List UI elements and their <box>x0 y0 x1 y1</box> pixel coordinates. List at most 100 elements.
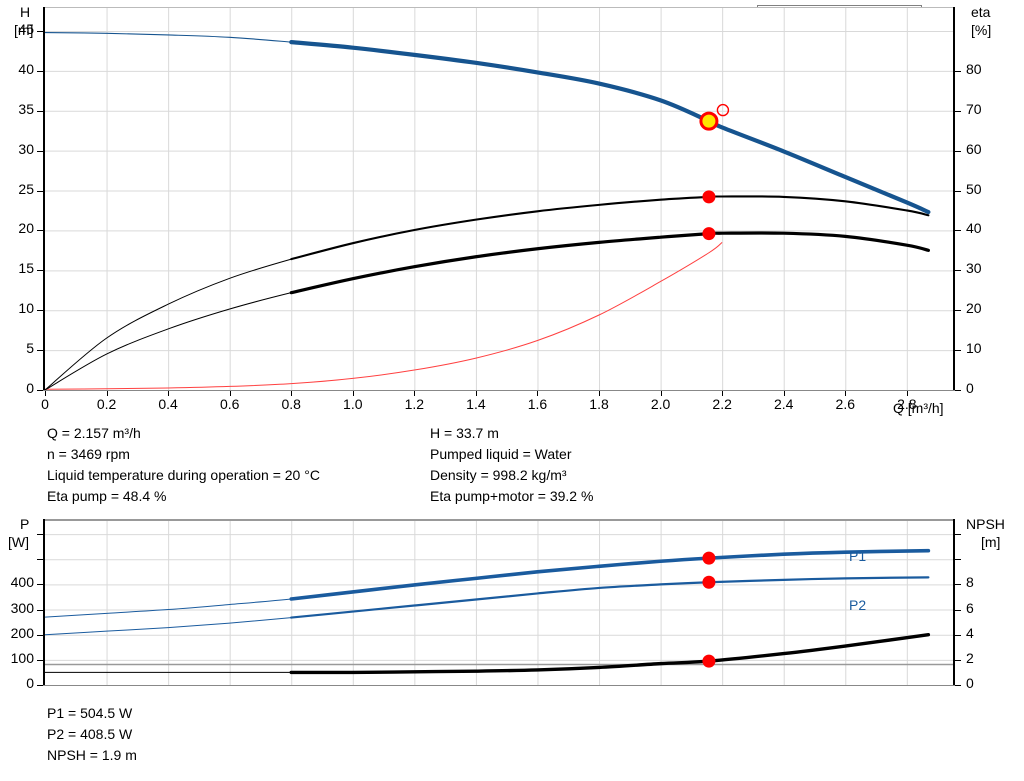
p2-curve-label: P2 <box>849 597 867 613</box>
info-p1: P1 = 504.5 W <box>47 705 133 721</box>
tick-label: 6 <box>966 599 974 616</box>
axis-tick <box>955 110 961 112</box>
top-y2-axis-unit: [%] <box>971 22 992 38</box>
axis-tick <box>37 310 43 312</box>
axis-tick <box>955 685 961 686</box>
info-h: H = 33.7 m <box>430 425 499 441</box>
axis-tick <box>37 534 43 536</box>
tick-label: 1.2 <box>404 396 425 412</box>
axis-tick <box>845 391 847 396</box>
bottom-right-spine <box>953 519 955 686</box>
tick-label: 4 <box>966 624 974 641</box>
axis-tick <box>955 659 961 661</box>
tick-label: 0 <box>26 380 34 396</box>
axis-tick <box>37 634 43 636</box>
tick-label: 1.8 <box>589 396 609 412</box>
tick-label: 2 <box>966 649 974 666</box>
eta-pump-motor-operating-dot <box>702 227 716 241</box>
eta-pump-operating-dot <box>702 190 716 204</box>
tick-label: 40 <box>18 60 34 77</box>
axis-tick <box>37 190 43 192</box>
top-left-spine <box>43 7 45 391</box>
axis-tick <box>106 391 108 396</box>
axis-tick <box>37 559 43 561</box>
eta-pump-curve <box>290 195 930 261</box>
eta-pump-motor-curve <box>289 231 930 295</box>
tick-label: 30 <box>966 260 982 277</box>
axis-tick <box>783 391 785 396</box>
tick-label: 0.6 <box>219 396 240 412</box>
info-eta-pump-motor: Eta pump+motor = 39.2 % <box>430 488 594 504</box>
axis-tick <box>955 310 961 312</box>
tick-label: 2.4 <box>773 396 794 412</box>
axis-tick <box>955 559 961 561</box>
axis-tick <box>168 391 170 396</box>
axis-tick <box>37 110 43 112</box>
axis-tick <box>955 609 961 611</box>
p2-curve <box>290 576 930 619</box>
eta-pump-curve-thin <box>44 195 929 391</box>
tick-label: 60 <box>966 140 982 157</box>
info-npsh: NPSH = 1.9 m <box>47 747 137 763</box>
npsh-operating-dot <box>702 654 716 668</box>
tick-label: 0 <box>41 396 49 412</box>
top-y-axis-title: H <box>20 4 31 20</box>
bottom-left-spine <box>43 519 45 686</box>
bottom-y2-axis-unit: [m] <box>981 534 1001 550</box>
power-npsh-chart: P [W] NPSH [m] <box>0 512 1024 712</box>
axis-tick <box>37 70 43 72</box>
tick-label: 5 <box>26 340 34 357</box>
axis-tick <box>955 150 961 152</box>
axis-tick <box>955 350 961 352</box>
tick-label: 0.2 <box>96 396 117 412</box>
axis-tick <box>414 391 416 396</box>
tick-label: 300 <box>10 599 34 616</box>
npsh-curve-bottom <box>289 633 931 675</box>
top-bottom-spine <box>43 390 955 391</box>
axis-tick <box>37 350 43 352</box>
eta-operating-point-open-marker <box>716 103 730 117</box>
axis-tick <box>955 390 961 391</box>
bottom-y-axis-unit: [W] <box>8 534 29 550</box>
tick-label: 2.0 <box>650 396 671 412</box>
axis-tick <box>37 150 43 152</box>
npsh-curve-top <box>44 241 723 390</box>
tick-label: 100 <box>10 649 34 666</box>
axis-tick <box>37 584 43 586</box>
axis-tick <box>475 391 477 396</box>
bottom-plot-area <box>44 519 953 686</box>
axis-tick <box>352 391 354 396</box>
top-y-axis-unit: [m] <box>14 22 34 38</box>
head-curve-thin <box>44 31 929 213</box>
top-plot-svg <box>44 7 953 391</box>
top-right-spine <box>953 7 955 391</box>
info-n: n = 3469 rpm <box>47 446 130 462</box>
axis-tick <box>955 190 961 192</box>
axis-tick <box>291 391 293 396</box>
tick-label: 2.2 <box>712 396 732 412</box>
p2-operating-dot <box>702 575 716 589</box>
axis-tick <box>45 391 46 396</box>
tick-label: 35 <box>18 100 34 117</box>
tick-label: 0.8 <box>281 396 301 412</box>
info-p2: P2 = 408.5 W <box>47 726 133 742</box>
bottom-y2-axis-title: NPSH <box>966 516 1005 532</box>
operating-info-left: Q = 2.157 m³/h n = 3469 rpm Liquid tempe… <box>47 423 320 507</box>
tick-label: 70 <box>966 100 982 117</box>
tick-label: 8 <box>966 574 974 591</box>
tick-label: 40 <box>966 220 982 237</box>
info-density: Density = 998.2 kg/m³ <box>430 467 567 483</box>
operating-info-right: H = 33.7 m Pumped liquid = Water Density… <box>430 423 593 507</box>
tick-label: 0.4 <box>158 396 178 412</box>
axis-tick <box>37 609 43 611</box>
tick-label: 10 <box>18 300 34 317</box>
tick-label: 0 <box>966 675 974 691</box>
p1-curve-label: P1 <box>849 548 867 564</box>
p1-curve-thin <box>44 550 929 618</box>
axis-tick <box>599 391 601 396</box>
axis-tick <box>955 230 961 232</box>
tick-label: 20 <box>18 220 34 237</box>
tick-label: 200 <box>10 624 34 641</box>
axis-tick <box>537 391 539 396</box>
